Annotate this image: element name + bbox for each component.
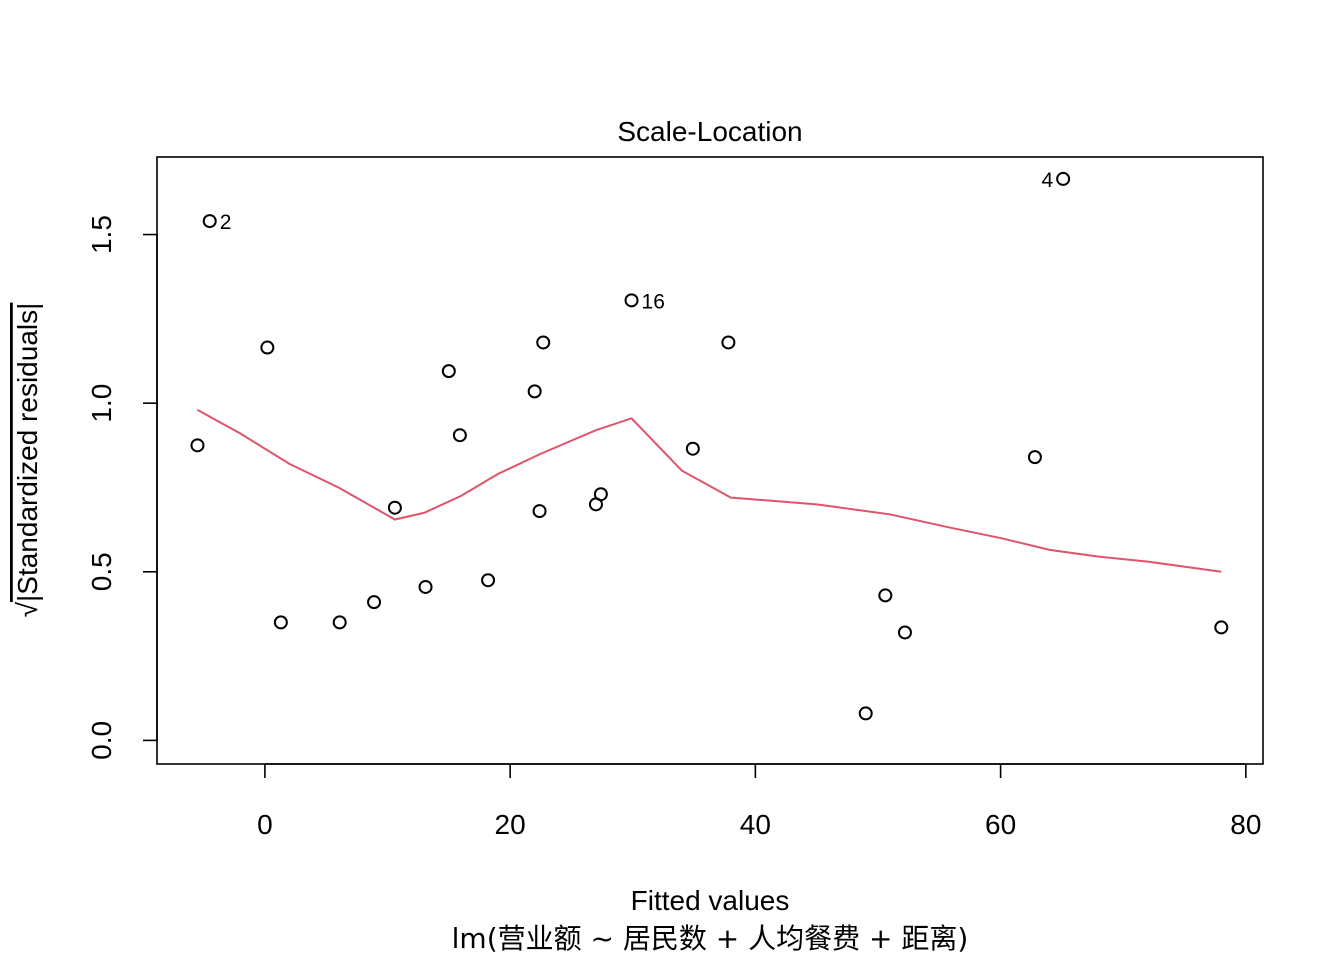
data-point <box>418 579 433 594</box>
data-point <box>858 706 873 721</box>
y-axis-label-text: |Standardized residuals| <box>12 303 43 602</box>
data-point <box>527 384 542 399</box>
point-label: 2 <box>220 211 232 234</box>
data-point <box>260 340 275 355</box>
y-axis-label: √|Standardized residuals| <box>12 303 43 618</box>
data-point <box>721 335 736 350</box>
data-point <box>536 335 551 350</box>
x-tick-label: 40 <box>740 809 771 840</box>
y-tick-label: 1.0 <box>86 384 117 423</box>
data-point <box>1056 171 1071 186</box>
data-point <box>367 595 382 610</box>
data-point <box>1027 450 1042 465</box>
data-point <box>897 625 912 640</box>
x-tick-label: 80 <box>1230 809 1261 840</box>
chart-title: Scale-Location <box>617 116 802 147</box>
data-point <box>190 438 205 453</box>
y-tick-label: 0.5 <box>86 552 117 591</box>
y-tick-label: 0.0 <box>86 721 117 760</box>
x-axis: 0 20 40 60 80 <box>257 763 1261 840</box>
data-point <box>685 441 700 456</box>
point-label: 16 <box>642 290 665 313</box>
plot-frame <box>156 156 1264 765</box>
point-label: 4 <box>1041 169 1053 192</box>
smoother-line <box>196 409 1222 573</box>
data-point <box>452 428 467 443</box>
model-formula-subtitle: lm(营业额 ~ 居民数 + 人均餐费 + 距离) <box>452 922 969 955</box>
data-point <box>441 364 456 379</box>
data-point <box>593 487 608 502</box>
x-tick-label: 20 <box>495 809 526 840</box>
x-tick-label: 60 <box>985 809 1016 840</box>
y-axis: 0.0 0.5 1.0 1.5 <box>86 215 158 760</box>
data-point <box>1214 620 1229 635</box>
x-axis-label: Fitted values <box>631 885 790 916</box>
data-point <box>624 293 639 308</box>
y-tick-label: 1.5 <box>86 215 117 254</box>
data-point <box>332 615 347 630</box>
x-tick-label: 0 <box>257 809 273 840</box>
data-point <box>202 214 217 229</box>
data-point <box>273 615 288 630</box>
data-point <box>481 573 496 588</box>
residual-points: 2 16 4 <box>190 169 1229 721</box>
y-axis-label-radical: √ <box>12 601 43 617</box>
svg-text:√|Standardized residuals|: √|Standardized residuals| <box>12 303 43 618</box>
data-point <box>387 500 402 515</box>
data-point <box>878 588 893 603</box>
data-point <box>532 504 547 519</box>
